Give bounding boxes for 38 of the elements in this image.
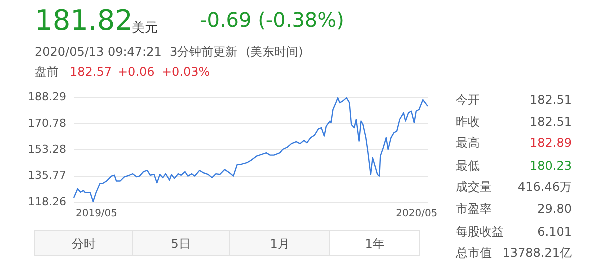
text: 3分钟前更新 bbox=[170, 45, 238, 59]
text: 416.46万 bbox=[518, 180, 572, 194]
text: 最高 bbox=[456, 136, 480, 150]
y-tick-label: 153.28 bbox=[28, 142, 66, 156]
line-series bbox=[73, 97, 429, 203]
text: 最低 bbox=[456, 159, 480, 173]
x-tick-label: 2019/05 bbox=[76, 208, 118, 220]
y-tick-label: 135.77 bbox=[28, 169, 66, 182]
x-tick-label: 2020/05 bbox=[396, 208, 438, 220]
text: 分时 bbox=[72, 237, 96, 251]
text: 市盈率 bbox=[456, 202, 492, 216]
text: 5日 bbox=[171, 237, 191, 251]
text: 1月 bbox=[270, 237, 290, 251]
text: 昨收 bbox=[456, 115, 480, 129]
text: 6.101 bbox=[538, 225, 572, 239]
text: 1年 bbox=[365, 237, 385, 251]
text: 13788.21亿 bbox=[502, 246, 572, 260]
text: +0.06 bbox=[118, 65, 155, 79]
text: 182.51 bbox=[530, 115, 572, 129]
text: 29.80 bbox=[538, 202, 572, 216]
text: 182.57 bbox=[70, 65, 112, 79]
text: +0.03% bbox=[162, 65, 210, 79]
text: 182.89 bbox=[530, 136, 572, 150]
text: 今开 bbox=[456, 93, 480, 107]
text: 182.51 bbox=[530, 93, 572, 107]
text: 美元 bbox=[132, 20, 158, 36]
text: 180.23 bbox=[530, 159, 572, 173]
text: 2020/05/13 09:47:21 bbox=[35, 45, 162, 59]
text: 181.82 bbox=[35, 4, 133, 37]
text: (美东时间) bbox=[246, 45, 304, 59]
text: 总市值 bbox=[455, 246, 492, 260]
text: 成交量 bbox=[456, 180, 492, 194]
y-tick-label: 118.26 bbox=[28, 196, 66, 208]
text: 每股收益 bbox=[456, 225, 504, 239]
y-tick-label: 188.29 bbox=[28, 90, 66, 104]
y-tick-label: 170.78 bbox=[28, 116, 66, 130]
text: -0.69 (-0.38%) bbox=[200, 8, 344, 32]
text: 盘前 bbox=[35, 65, 59, 79]
